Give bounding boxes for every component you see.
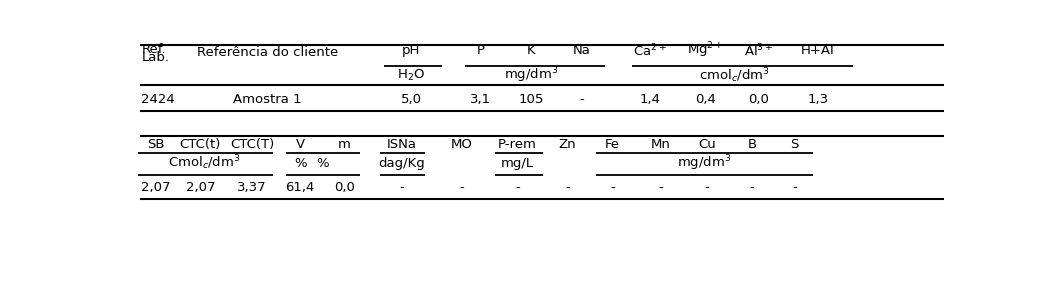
Text: 1,3: 1,3	[808, 93, 829, 106]
Text: ISNa: ISNa	[387, 138, 416, 151]
Text: 61,4: 61,4	[285, 181, 315, 194]
Text: %: %	[294, 157, 307, 169]
Text: -: -	[515, 181, 520, 194]
Text: H$_2$O: H$_2$O	[397, 68, 425, 83]
Text: P-rem: P-rem	[498, 138, 537, 151]
Text: 105: 105	[519, 93, 544, 106]
Text: Referência do cliente: Referência do cliente	[197, 46, 338, 59]
Text: Lab.: Lab.	[142, 51, 169, 64]
Text: m: m	[338, 138, 351, 151]
Text: mg/L: mg/L	[501, 157, 534, 169]
Text: cmol$_c$/dm$^3$: cmol$_c$/dm$^3$	[699, 66, 769, 85]
Text: -: -	[793, 181, 797, 194]
Text: Cu: Cu	[699, 138, 716, 151]
Text: 2,07: 2,07	[141, 181, 170, 194]
Text: 2,07: 2,07	[186, 181, 215, 194]
Text: 3,1: 3,1	[470, 93, 492, 106]
Text: Ref.: Ref.	[142, 44, 166, 56]
Text: V: V	[296, 138, 304, 151]
Text: K: K	[527, 44, 536, 57]
Text: P: P	[477, 44, 485, 57]
Text: Cmol$_c$/dm$^3$: Cmol$_c$/dm$^3$	[168, 154, 240, 172]
Text: MO: MO	[450, 138, 472, 151]
Text: 0,4: 0,4	[696, 93, 716, 106]
Text: dag/Kg: dag/Kg	[378, 157, 425, 169]
Text: H+Al: H+Al	[801, 44, 835, 57]
Text: Fe: Fe	[605, 138, 620, 151]
Text: -: -	[565, 181, 570, 194]
Text: %: %	[316, 157, 329, 169]
Text: -: -	[400, 181, 404, 194]
Text: -: -	[705, 181, 709, 194]
Text: Amostra 1: Amostra 1	[234, 93, 302, 106]
Text: 2424: 2424	[142, 93, 175, 106]
Text: CTC(T): CTC(T)	[230, 138, 275, 151]
Text: 5,0: 5,0	[401, 93, 422, 106]
Text: 1,4: 1,4	[639, 93, 661, 106]
Text: 0,0: 0,0	[334, 181, 355, 194]
Text: B: B	[747, 138, 757, 151]
Text: Ca$^{2+}$: Ca$^{2+}$	[633, 42, 667, 59]
Text: Na: Na	[573, 44, 591, 57]
Text: mg/dm$^3$: mg/dm$^3$	[504, 65, 558, 85]
Text: 3,37: 3,37	[238, 181, 267, 194]
Text: -: -	[610, 181, 615, 194]
Text: Mg$^{2+}$: Mg$^{2+}$	[687, 41, 724, 60]
Text: Mn: Mn	[651, 138, 670, 151]
Text: CTC(t): CTC(t)	[180, 138, 221, 151]
Text: 0,0: 0,0	[748, 93, 768, 106]
Text: S: S	[791, 138, 799, 151]
Text: -: -	[579, 93, 585, 106]
Text: mg/dm$^3$: mg/dm$^3$	[676, 153, 730, 173]
Text: -: -	[459, 181, 464, 194]
Text: Zn: Zn	[559, 138, 576, 151]
Text: pH: pH	[402, 44, 421, 57]
Text: -: -	[659, 181, 663, 194]
Text: SB: SB	[147, 138, 164, 151]
Text: Al$^{3+}$: Al$^{3+}$	[744, 42, 773, 59]
Text: -: -	[749, 181, 755, 194]
